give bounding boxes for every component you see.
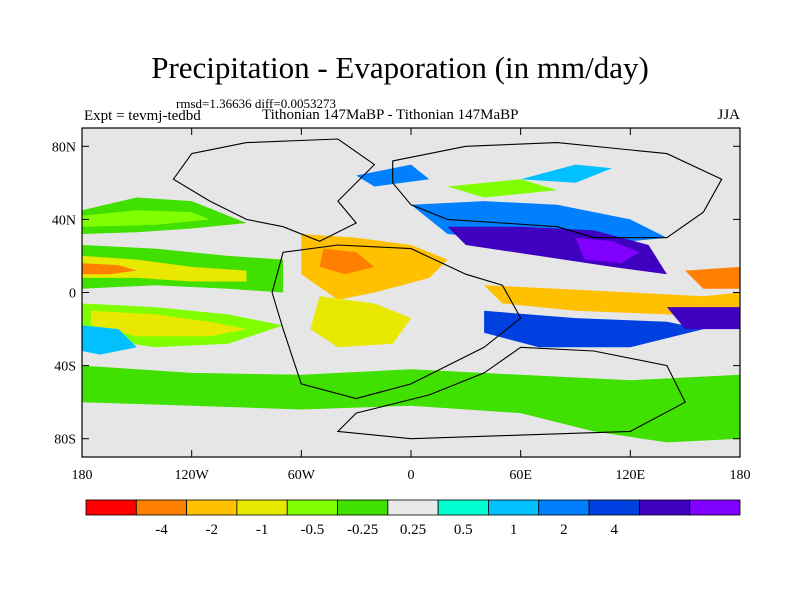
colorbar-swatch-3 bbox=[236, 499, 288, 516]
colorbar-swatch-12 bbox=[689, 499, 741, 516]
season-label: JJA bbox=[717, 107, 740, 123]
colorbar-label-7: 1 bbox=[510, 522, 518, 538]
expt-value: tevmj-tedbd bbox=[128, 108, 201, 124]
region-southern-ocean-wet-band bbox=[82, 365, 740, 443]
stats-line: rmsd=1.36636 diff=0.0053273 bbox=[176, 96, 336, 112]
diff-label: diff= bbox=[254, 96, 281, 111]
region-north-pacific-wet-band-core bbox=[82, 210, 210, 227]
colorbar-swatch-9 bbox=[538, 499, 590, 516]
coastline-africa-south-america bbox=[271, 244, 522, 400]
coastline-india-australia-antarctica bbox=[336, 346, 686, 440]
colorbar-label-1: -2 bbox=[206, 522, 219, 538]
colorbar-label-9: 4 bbox=[610, 522, 618, 538]
y-tick-label-0: 80N bbox=[52, 140, 76, 155]
expt-label: Expt = bbox=[84, 108, 129, 124]
colorbar-swatch-5 bbox=[337, 499, 389, 516]
expt-line: Expt = tevmj-tedbd bbox=[84, 108, 201, 125]
x-tick-label-6: 180 bbox=[730, 468, 751, 483]
colorbar-swatch-2 bbox=[186, 499, 238, 516]
colorbar: -4 -2 -1 -0.5 -0.25 0.25 0.5 1 2 4 bbox=[85, 499, 741, 538]
region-south-tethys-wet bbox=[484, 310, 704, 348]
x-tick-label-2: 60W bbox=[288, 468, 316, 483]
colorbar-swatch-11 bbox=[638, 499, 691, 516]
colorbar-swatch-6 bbox=[387, 499, 439, 516]
region-south-pacific-moist-patch bbox=[82, 325, 137, 355]
colorbar-swatch-1 bbox=[135, 499, 188, 516]
colorbar-label-2: -1 bbox=[256, 522, 269, 538]
region-south-pacific-wet-core bbox=[91, 310, 247, 337]
chart-title: Precipitation - Evaporation (in mm/day) bbox=[151, 50, 649, 85]
colorbar-label-6: 0.5 bbox=[454, 522, 473, 538]
x-axis: 180 120W 60W 0 60E 120E 180 bbox=[72, 128, 751, 483]
y-tick-label-2: 0 bbox=[69, 287, 76, 302]
field-regions bbox=[82, 164, 740, 443]
y-tick-label-3: 40S bbox=[54, 360, 76, 375]
region-laurasia-wet-patch bbox=[447, 179, 558, 198]
colorbar-label-4: -0.25 bbox=[347, 522, 378, 538]
x-tick-label-5: 120E bbox=[616, 468, 646, 483]
region-south-atlantic-dry bbox=[310, 296, 411, 348]
x-tick-label-0: 180 bbox=[72, 468, 93, 483]
diff-value: 0.0053273 bbox=[280, 96, 336, 111]
region-west-pacific-dry-core bbox=[685, 266, 740, 289]
colorbar-swatch-7 bbox=[437, 499, 489, 516]
colorbar-label-5: 0.25 bbox=[400, 522, 426, 538]
colorbar-label-3: -0.5 bbox=[301, 522, 325, 538]
x-tick-label-4: 60E bbox=[509, 468, 532, 483]
y-tick-label-4: 80S bbox=[54, 433, 76, 448]
rmsd-label: rmsd= bbox=[176, 96, 210, 111]
region-pacific-itcz-core bbox=[82, 263, 137, 275]
colorbar-swatch-8 bbox=[488, 499, 540, 516]
y-axis: 80N 40N 0 40S 80S bbox=[52, 140, 740, 448]
region-tethys-dry-core bbox=[319, 248, 375, 275]
region-arctic-moist-patch bbox=[520, 164, 613, 183]
colorbar-swatch-10 bbox=[588, 499, 640, 516]
coastline-north-america bbox=[172, 138, 376, 242]
region-asian-monsoon-core bbox=[575, 237, 640, 264]
colorbar-label-0: -4 bbox=[155, 522, 168, 538]
region-pacific-itcz-dry bbox=[82, 255, 247, 282]
colorbar-swatch-4 bbox=[286, 499, 338, 516]
x-tick-label-1: 120W bbox=[175, 468, 210, 483]
rmsd-value: 1.36636 bbox=[209, 96, 252, 111]
colorbar-label-8: 2 bbox=[560, 522, 568, 538]
chart-subtitle: Tithonian 147MaBP - Tithonian 147MaBP bbox=[262, 107, 519, 123]
coastlines bbox=[172, 138, 723, 440]
y-tick-label-1: 40N bbox=[52, 213, 76, 228]
x-tick-label-3: 0 bbox=[408, 468, 415, 483]
coastline-eurasia bbox=[392, 142, 723, 239]
colorbar-swatch-0 bbox=[85, 499, 137, 516]
region-east-pacific-wet bbox=[666, 307, 740, 330]
